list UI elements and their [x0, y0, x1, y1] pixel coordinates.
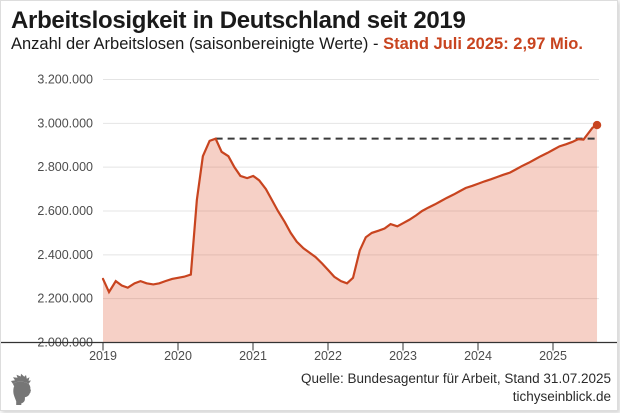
svg-text:3.200.000: 3.200.000	[37, 73, 93, 87]
svg-text:2.400.000: 2.400.000	[37, 248, 93, 262]
svg-text:2.800.000: 2.800.000	[37, 160, 93, 174]
svg-text:2023: 2023	[389, 349, 417, 363]
svg-text:3.000.000: 3.000.000	[37, 116, 93, 130]
svg-text:2021: 2021	[239, 349, 267, 363]
svg-text:2022: 2022	[314, 349, 342, 363]
svg-text:2019: 2019	[89, 349, 117, 363]
svg-text:2025: 2025	[539, 349, 567, 363]
svg-text:2024: 2024	[464, 349, 492, 363]
svg-text:2.200.000: 2.200.000	[37, 292, 93, 306]
svg-text:2020: 2020	[164, 349, 192, 363]
svg-text:2.600.000: 2.600.000	[37, 204, 93, 218]
